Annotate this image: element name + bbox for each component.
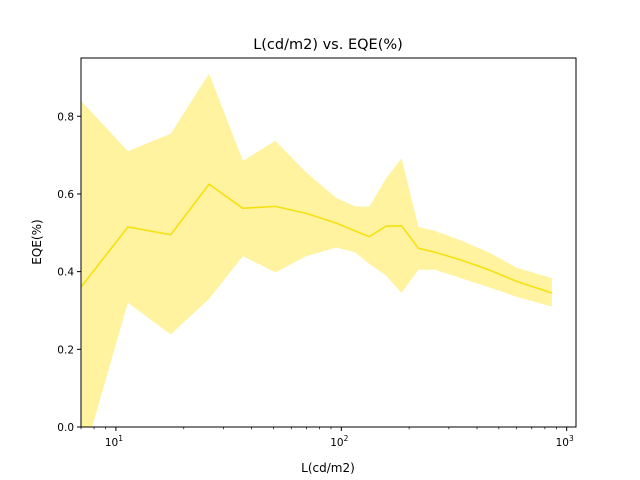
confidence-band [81, 73, 552, 427]
y-tick-label: 0.0 [57, 422, 74, 434]
y-tick-label: 0.8 [57, 111, 74, 123]
y-tick-label: 0.2 [57, 344, 74, 356]
plot-area [81, 73, 553, 427]
chart-title: L(cd/m2) vs. EQE(%) [253, 37, 403, 53]
series-line [81, 183, 553, 294]
y-tick-label: 0.6 [57, 189, 74, 201]
y-tick-label: 0.4 [57, 267, 74, 279]
x-axis-label: L(cd/m2) [301, 461, 355, 475]
axes-frame [80, 57, 577, 428]
y-axis-label: EQE(%) [30, 219, 44, 264]
y-axis: 0.0 0.2 0.4 0.6 0.8 [57, 111, 81, 434]
